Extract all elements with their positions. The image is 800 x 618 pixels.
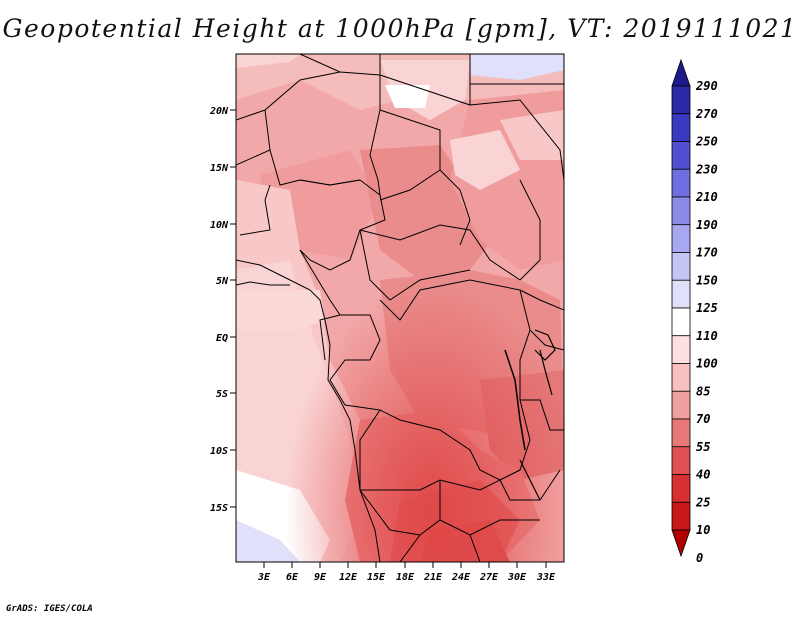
lon-tick-label: 6E [286,572,299,583]
lon-tick-label: 3E [257,572,271,583]
colorbar-segment [671,113,691,142]
lat-tick-label: 10N [210,220,229,231]
colorbar-segment [671,252,691,281]
colorbar-label: 110 [696,329,718,343]
height-field [236,54,564,562]
colorbar-segment [671,529,691,558]
lon-tick-label: 9E [314,572,327,583]
lon-tick-label: 24E [451,572,471,583]
colorbar-label: 125 [696,301,718,315]
colorbar-label: 55 [696,440,710,454]
colorbar-label: 25 [695,495,710,509]
colorbar-label: 40 [696,468,710,482]
colorbar: 2902702502302101901701501251101008570554… [671,58,718,565]
lat-tick-label: 15S [210,503,228,514]
colorbar-label: 170 [696,246,718,260]
colorbar-segment [671,279,691,309]
colorbar-segment [671,196,691,226]
colorbar-label: 270 [695,107,718,121]
colorbar-label: 10 [696,523,710,537]
colorbar-label: 100 [696,357,718,371]
lon-tick-label: 18E [396,572,415,583]
colorbar-segment [671,363,691,392]
lon-tick-label: 27E [479,572,499,583]
colorbar-label: 70 [696,412,710,426]
country-borders [236,54,564,562]
lat-tick-label: 5N [216,276,229,287]
lon-tick-label: 21E [423,572,443,583]
colorbar-label: 210 [695,190,718,204]
colorbar-label: 250 [695,135,718,149]
colorbar-label: 190 [696,218,718,232]
grads-credit: GrADS: IGES/COLA [6,604,93,614]
lon-axis: 3E 6E 9E 12E 15E 18E 21E 24E 27E 30E 33E [257,562,556,583]
lon-tick-label: 30E [507,572,527,583]
lat-tick-label: 20N [209,106,229,117]
colorbar-label: 0 [696,551,703,565]
colorbar-segment [671,224,691,253]
colorbar-segment [671,335,691,364]
lat-tick-label: 15N [210,163,229,174]
colorbar-segment [671,446,691,475]
colorbar-segment [671,141,691,170]
colorbar-segment [671,390,691,420]
colorbar-label: 150 [696,273,718,287]
colorbar-segment [671,501,691,531]
colorbar-segment [671,474,691,503]
colorbar-segment [671,168,691,198]
colorbar-segment [671,58,691,87]
lat-axis: 20N 15N 10N 5N EQ 5S 10S 15S [209,106,236,514]
colorbar-label: 85 [696,384,710,398]
colorbar-segment [671,418,691,448]
lon-tick-label: 33E [536,572,556,583]
lat-tick-label: 10S [210,446,228,457]
lat-tick-label: 5S [216,389,228,400]
colorbar-label: 290 [695,79,718,93]
colorbar-segment [671,307,691,337]
lon-tick-label: 12E [339,572,358,583]
colorbar-label: 230 [695,162,718,176]
chart-title: Geopotential Height at 1000hPa [gpm], VT… [2,14,798,43]
lat-tick-label: EQ [216,333,228,344]
colorbar-segment [671,85,691,115]
lon-tick-label: 15E [367,572,386,583]
